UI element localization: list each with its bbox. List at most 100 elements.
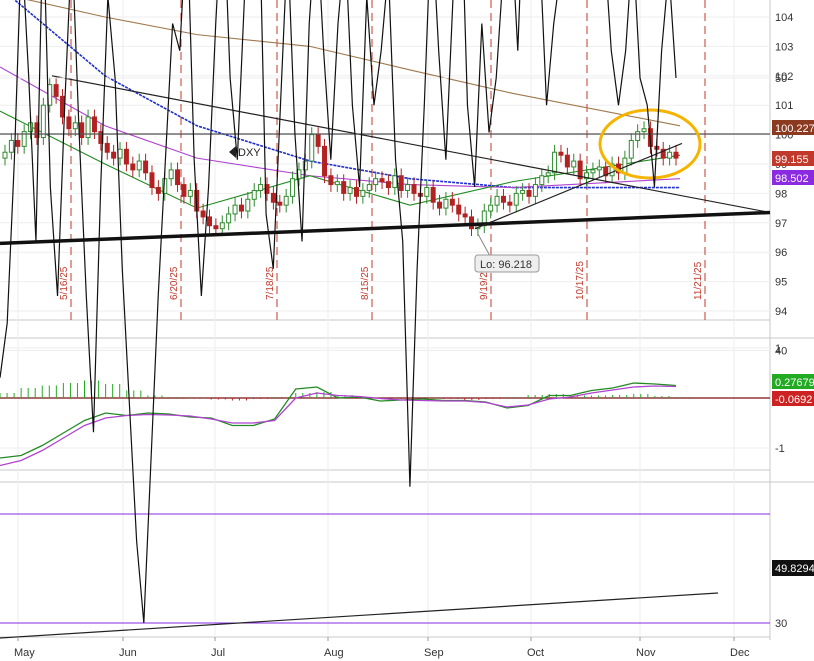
price-trendlines <box>0 75 771 246</box>
candle-body <box>79 122 85 139</box>
candle-body <box>449 198 455 206</box>
candle-body <box>21 131 27 147</box>
price-tag-box <box>772 170 814 185</box>
price-panel <box>0 0 770 320</box>
month-label: Nov <box>636 647 656 659</box>
candle-body <box>15 139 21 147</box>
candle-body <box>526 189 532 197</box>
candle-body <box>347 187 353 194</box>
rsi-tag-box <box>772 560 814 576</box>
rsi-line <box>0 0 677 624</box>
upper-trendline <box>51 75 771 214</box>
candle-body <box>290 178 296 197</box>
candle-body <box>500 195 506 203</box>
price-tick: 94 <box>775 306 787 318</box>
candle-body <box>251 189 257 200</box>
candle-body <box>385 181 391 189</box>
candle-body <box>104 142 110 153</box>
candle-body <box>315 134 321 147</box>
candle-body <box>462 213 468 218</box>
candle-body <box>175 169 181 186</box>
macd-line <box>0 382 677 459</box>
candle-body <box>111 151 117 159</box>
candle-body <box>53 84 59 97</box>
candle-body <box>360 189 366 197</box>
candle-body <box>424 187 430 197</box>
triangle-left-icon <box>229 146 236 158</box>
candle-body <box>181 184 187 197</box>
rsi-panel <box>0 482 770 637</box>
candle-body <box>405 184 411 191</box>
candle-body <box>200 210 206 218</box>
candle-body <box>539 175 545 186</box>
month-label: Aug <box>324 647 344 659</box>
price-tick: 102 <box>775 71 793 83</box>
price-tick: 96 <box>775 247 787 259</box>
macd-tag-box <box>772 374 814 389</box>
candle-body <box>40 104 46 139</box>
candle-body <box>322 145 328 177</box>
macd-tag-text: 0.27679 <box>775 377 814 389</box>
short-trendline <box>474 142 683 230</box>
cycle-date-label: 6/20/25 <box>169 266 180 300</box>
price-y-axis: 104103102101100999897969594 <box>775 12 793 318</box>
candle-body <box>628 139 634 159</box>
candle-body <box>622 157 628 174</box>
cycle-date-label: 5/16/25 <box>59 266 70 300</box>
candle-body <box>277 201 283 206</box>
cycle-date-label: 8/15/25 <box>360 266 371 300</box>
price-tick: 104 <box>775 12 793 24</box>
candle-body <box>641 128 647 133</box>
candle-body <box>437 201 443 209</box>
candle-body <box>72 122 78 130</box>
price-tag-box <box>772 120 814 135</box>
candle-body <box>584 172 590 180</box>
cycle-date-label: 11/21/25 <box>693 261 704 300</box>
candle-body <box>430 187 436 203</box>
rsi-value-tag: 49.8294 <box>772 560 814 576</box>
low-label: Lo: 96.218 <box>474 233 540 273</box>
candle-body <box>456 204 462 215</box>
macd-value-tag: 0.27679 <box>772 374 814 389</box>
low-label-box <box>474 254 540 273</box>
rsi-tick: 30 <box>775 618 787 630</box>
price-tag-box <box>772 151 814 166</box>
rsi-tick: 50 <box>775 73 787 85</box>
month-label: Oct <box>527 647 544 659</box>
rsi-tag-text: 49.8294 <box>775 563 814 575</box>
candle-body <box>443 198 449 209</box>
candle-body <box>187 189 193 197</box>
macd-signal-line <box>0 385 677 467</box>
rsi-series-line <box>0 0 677 624</box>
symbol-label: DXY <box>238 147 261 159</box>
candle-body <box>341 181 347 194</box>
month-label: Dec <box>730 647 750 659</box>
candle-body <box>545 172 551 177</box>
candle-body <box>520 189 526 194</box>
candle-body <box>149 172 155 189</box>
candle-body <box>168 169 174 180</box>
price-tags: 100.227 99.155 98.502 <box>772 120 814 185</box>
low-label-text: Lo: 96.218 <box>480 259 532 271</box>
candle-body <box>564 154 570 168</box>
candle-body <box>481 210 487 227</box>
candle-body <box>532 184 538 197</box>
candle-body <box>232 204 238 215</box>
price-tick: 98 <box>775 188 787 200</box>
candle-body <box>494 195 500 206</box>
candle-body <box>155 187 161 194</box>
price-tag-text: 100.227 <box>775 123 814 135</box>
price-gridlines <box>0 0 770 637</box>
signal-tag-box <box>772 391 814 406</box>
symbol-marker: DXY <box>229 146 261 159</box>
rsi-y-axis: 7060504030 <box>775 73 787 630</box>
lower-trendline <box>0 210 771 246</box>
candle-body <box>8 139 14 153</box>
candle-body <box>411 184 417 194</box>
candle-body <box>136 160 142 171</box>
candle-body <box>513 192 519 206</box>
candle-body <box>85 116 91 139</box>
candle-body <box>328 175 334 186</box>
candle-body <box>488 204 494 212</box>
